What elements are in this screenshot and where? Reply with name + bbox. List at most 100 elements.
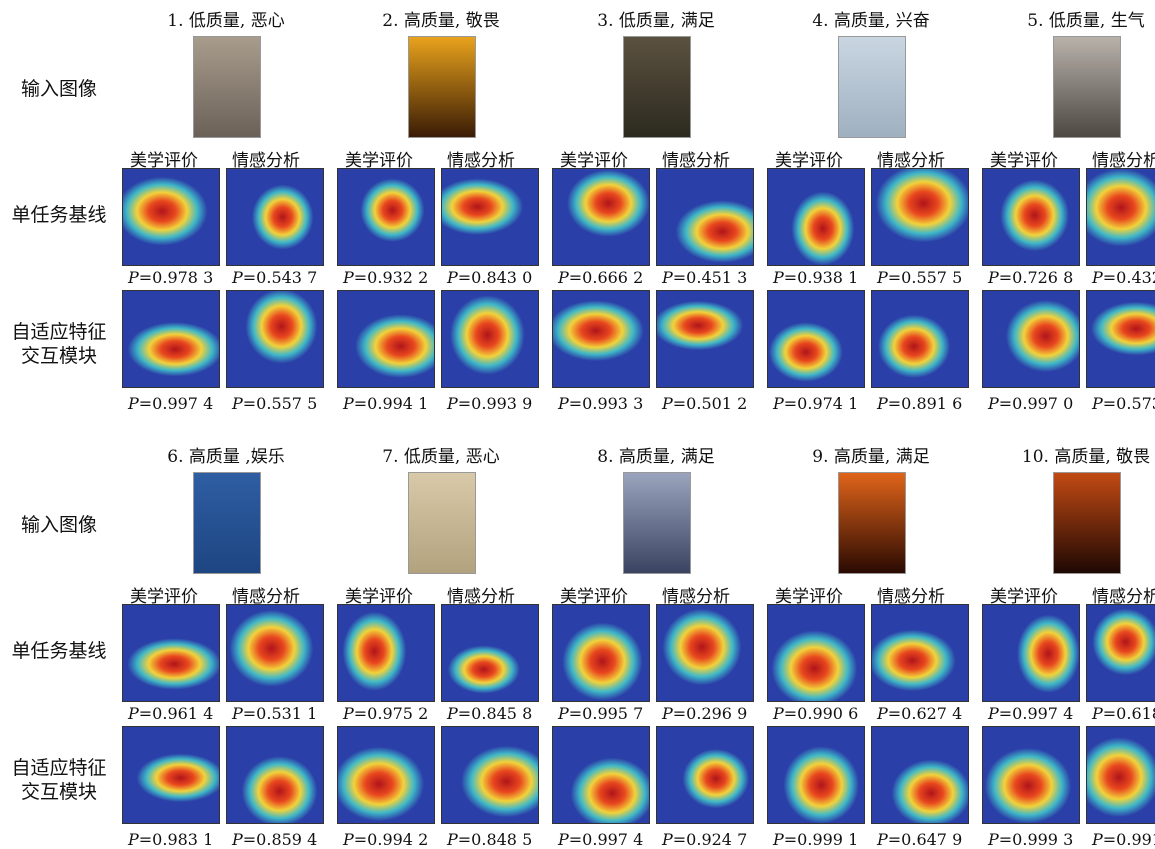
heatmap-graphic (872, 169, 968, 265)
baseline-p-value: P=0.557 5 (877, 268, 962, 287)
adaptive-emotion-heatmap (871, 290, 969, 388)
baseline-p-value: P=0.451 3 (662, 268, 747, 287)
input-photo (194, 37, 260, 137)
input-photo (839, 37, 905, 137)
p-number: =0.432 6 (1102, 268, 1155, 287)
adaptive-p-value: P=0.997 4 (128, 394, 213, 413)
label-emotion: 情感分析 (1092, 151, 1155, 171)
p-symbol: P (343, 268, 354, 287)
adaptive-aesthetic-heatmap (982, 726, 1080, 824)
p-symbol: P (558, 704, 569, 723)
p-symbol: P (877, 394, 888, 413)
baseline-aesthetic-heatmap (767, 168, 865, 266)
p-number: =0.994 2 (353, 830, 429, 849)
p-symbol: P (128, 268, 139, 287)
p-number: =0.859 4 (242, 830, 318, 849)
p-symbol: P (877, 830, 888, 849)
input-photo (624, 473, 690, 573)
p-symbol: P (558, 268, 569, 287)
p-number: =0.991 3 (1102, 830, 1155, 849)
baseline-p-value: P=0.432 6 (1092, 268, 1155, 287)
heatmap-graphic (1087, 727, 1155, 823)
label-emotion: 情感分析 (447, 587, 515, 607)
p-number: =0.995 7 (568, 704, 644, 723)
p-number: =0.997 4 (998, 704, 1074, 723)
input-image (1053, 472, 1121, 574)
heatmap-graphic (227, 605, 323, 701)
input-image (1053, 36, 1121, 138)
baseline-emotion-heatmap (441, 168, 539, 266)
p-symbol: P (128, 704, 139, 723)
adaptive-emotion-heatmap (656, 290, 754, 388)
adaptive-aesthetic-heatmap (767, 726, 865, 824)
input-photo (1054, 473, 1120, 573)
adaptive-p-value: P=0.983 1 (128, 830, 213, 849)
input-photo (194, 473, 260, 573)
p-symbol: P (988, 704, 999, 723)
label-emotion: 情感分析 (232, 587, 300, 607)
label-aesthetic: 美学评价 (345, 587, 413, 607)
heatmap-graphic (768, 605, 864, 701)
row-label-baseline: 单任务基线 (11, 204, 107, 226)
p-symbol: P (662, 830, 673, 849)
p-number: =0.627 4 (887, 704, 963, 723)
p-symbol: P (232, 704, 243, 723)
adaptive-p-value: P=0.573 1 (1092, 394, 1155, 413)
heatmap-graphic (1087, 169, 1155, 265)
p-symbol: P (128, 394, 139, 413)
label-emotion: 情感分析 (877, 151, 945, 171)
p-symbol: P (232, 830, 243, 849)
heatmap-graphic (657, 291, 753, 387)
adaptive-p-value: P=0.974 1 (773, 394, 858, 413)
case-7: 7. 低质量, 恶心 美学评价 情感分析 P=0.975 2 P=0.845 8 P=0.… (337, 436, 545, 849)
p-symbol: P (232, 394, 243, 413)
heatmap-graphic (983, 605, 1079, 701)
p-number: =0.961 4 (138, 704, 214, 723)
adaptive-p-value: P=0.999 3 (988, 830, 1073, 849)
heatmap-graphic (553, 169, 649, 265)
p-number: =0.531 1 (242, 704, 318, 723)
baseline-p-value: P=0.975 2 (343, 704, 428, 723)
adaptive-aesthetic-heatmap (982, 290, 1080, 388)
adaptive-aesthetic-heatmap (337, 290, 435, 388)
baseline-p-value: P=0.961 4 (128, 704, 213, 723)
baseline-aesthetic-heatmap (337, 168, 435, 266)
p-symbol: P (1092, 394, 1103, 413)
adaptive-p-value: P=0.997 0 (988, 394, 1073, 413)
baseline-p-value: P=0.997 4 (988, 704, 1073, 723)
p-number: =0.975 2 (353, 704, 429, 723)
baseline-p-value: P=0.995 7 (558, 704, 643, 723)
p-number: =0.296 9 (672, 704, 748, 723)
p-symbol: P (1092, 268, 1103, 287)
p-symbol: P (877, 268, 888, 287)
p-symbol: P (988, 394, 999, 413)
heatmap-graphic (1087, 605, 1155, 701)
baseline-p-value: P=0.627 4 (877, 704, 962, 723)
p-number: =0.999 3 (998, 830, 1074, 849)
p-symbol: P (343, 830, 354, 849)
adaptive-aesthetic-heatmap (122, 290, 220, 388)
heatmap-graphic (123, 727, 219, 823)
row-label-adaptive-line2: 交互模块 (20, 345, 97, 367)
label-aesthetic: 美学评价 (560, 587, 628, 607)
p-symbol: P (877, 704, 888, 723)
heatmap-graphic (338, 169, 434, 265)
heatmap-graphic (768, 727, 864, 823)
case-title: 4. 高质量, 兴奋 (812, 11, 930, 31)
baseline-emotion-heatmap (1086, 168, 1155, 266)
adaptive-aesthetic-heatmap (552, 290, 650, 388)
label-emotion: 情感分析 (447, 151, 515, 171)
adaptive-aesthetic-heatmap (122, 726, 220, 824)
baseline-p-value: P=0.666 2 (558, 268, 643, 287)
p-number: =0.451 3 (672, 268, 748, 287)
p-symbol: P (558, 830, 569, 849)
case-title: 2. 高质量, 敬畏 (382, 11, 500, 31)
p-number: =0.993 3 (568, 394, 644, 413)
adaptive-emotion-heatmap (656, 726, 754, 824)
heatmap-graphic (983, 169, 1079, 265)
p-symbol: P (988, 830, 999, 849)
adaptive-emotion-heatmap (1086, 290, 1155, 388)
baseline-emotion-heatmap (871, 168, 969, 266)
p-symbol: P (447, 830, 458, 849)
